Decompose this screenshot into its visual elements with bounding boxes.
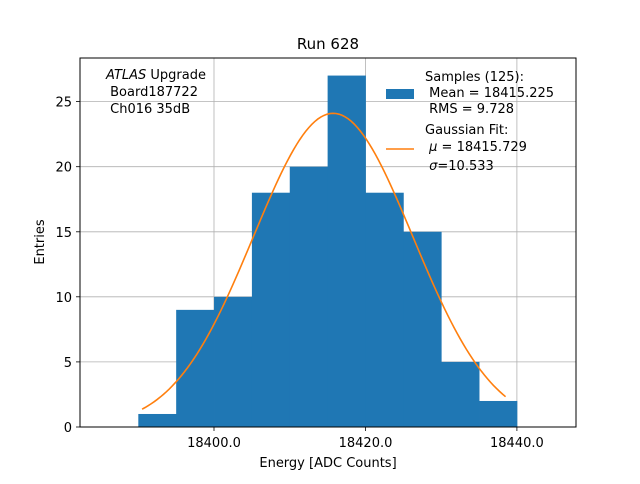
annotation-text: ATLAS Upgrade Board187722 Ch016 35dB [105, 68, 206, 117]
legend-fit-sigma-symbol: σ [429, 159, 438, 174]
chart-title: Run 628 [297, 35, 359, 53]
histogram-bar [289, 166, 329, 427]
annotation-line-3: Ch016 35dB [106, 102, 190, 117]
histogram-bar [327, 75, 366, 427]
histogram-bar [214, 296, 253, 427]
legend: Samples (125): Mean = 18415.225 RMS = 9.… [386, 70, 554, 174]
histogram-bar [441, 361, 480, 427]
y-axis-ticks: 0 5 10 15 20 25 [55, 96, 80, 436]
histogram-bar [251, 192, 291, 427]
y-tick-label: 20 [55, 161, 72, 176]
legend-fit-line-3: σ=10.533 [425, 159, 494, 174]
legend-samples-line-2: Mean = 18415.225 [425, 86, 554, 101]
legend-samples-swatch [386, 89, 414, 99]
annotation-line-2: Board187722 [106, 85, 198, 100]
histogram-bar [365, 192, 404, 427]
legend-fit-line-1: Gaussian Fit: [425, 123, 508, 138]
legend-fit-mu-value: = 18415.729 [437, 140, 526, 155]
legend-fit-line-2: μ = 18415.729 [425, 140, 527, 155]
x-tick-label: 18440.0 [490, 436, 544, 451]
annotation-line-1: ATLAS Upgrade [105, 68, 206, 83]
legend-samples-line-3: RMS = 9.728 [425, 102, 514, 117]
x-axis-label: Energy [ADC Counts] [259, 456, 396, 471]
legend-fit-mu-symbol: μ [428, 140, 437, 155]
gaussian-fit-curve [141, 112, 507, 410]
y-tick-label: 10 [55, 291, 72, 306]
annotation-upgrade: Upgrade [146, 68, 206, 83]
y-tick-label: 15 [55, 226, 72, 241]
annotation-atlas: ATLAS [105, 68, 146, 83]
histogram-bar [176, 309, 215, 427]
y-tick-label: 5 [64, 356, 72, 371]
histogram-bars [138, 75, 518, 427]
histogram-bar [138, 413, 177, 427]
histogram-bar [479, 400, 518, 427]
legend-fit-sigma-value: =10.533 [437, 159, 493, 174]
y-tick-label: 0 [64, 421, 72, 436]
x-axis-ticks: 18400.0 18420.0 18440.0 [187, 427, 544, 451]
y-tick-label: 25 [55, 96, 72, 111]
gaussian-fit [141, 112, 507, 410]
y-axis-label: Entries [33, 219, 48, 265]
histogram-bar [403, 231, 442, 427]
legend-samples-line-1: Samples (125): [425, 70, 524, 85]
x-tick-label: 18400.0 [187, 436, 241, 451]
x-tick-label: 18420.0 [339, 436, 393, 451]
plot-frame [79, 57, 577, 428]
